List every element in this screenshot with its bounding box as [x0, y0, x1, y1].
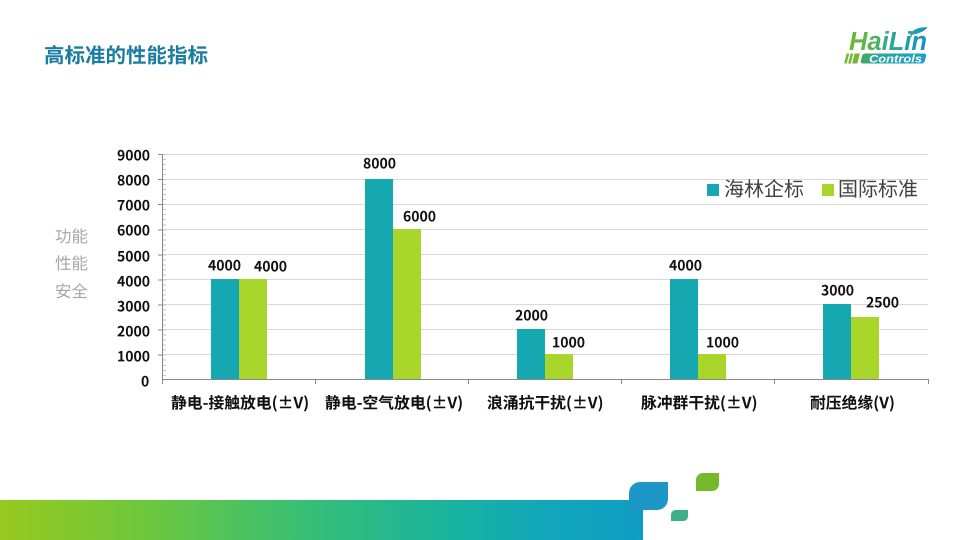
svg-text:Controls: Controls	[869, 53, 922, 65]
